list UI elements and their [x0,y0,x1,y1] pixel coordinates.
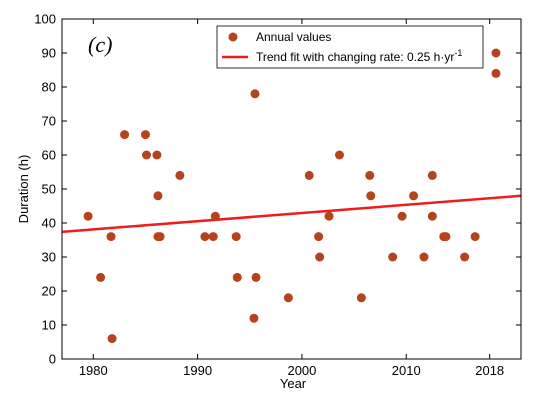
data-point [96,272,106,282]
legend-label-annual: Annual values [256,30,331,44]
data-point [120,130,130,140]
y-tick-label: 0 [49,352,56,367]
data-point [427,170,437,180]
y-tick-label: 30 [42,250,56,265]
data-point [251,272,261,282]
data-point [427,211,437,221]
x-tick-label: 2018 [475,363,504,378]
data-point [366,191,376,201]
data-point [491,68,501,78]
data-point [152,150,162,160]
x-tick-label: 2010 [392,363,421,378]
ticks-layer: 1980 1990 2000 2010 2018 0 10 20 30 40 50 60 70 80 90 1… [34,12,521,378]
data-point [388,252,398,262]
data-point [460,252,470,262]
data-point [83,211,93,221]
data-point [231,232,241,242]
points-layer [83,48,501,344]
data-point [250,89,260,99]
panel-label: (c) [88,32,112,57]
legend-marker-annual [228,32,238,42]
y-tick-label: 20 [42,284,56,299]
data-point [441,232,451,242]
y-tick-label: 10 [42,318,56,333]
data-point [208,232,218,242]
legend-label-trend: Trend fit with changing rate: 0.25 h·yr-… [256,48,462,64]
legend-label-trend-superscript: -1 [454,48,462,58]
data-point [314,232,324,242]
data-point [283,293,293,303]
data-point [419,252,429,262]
trend-line-layer [61,194,522,234]
data-point [470,232,480,242]
data-point [155,232,165,242]
data-point [334,150,344,160]
data-point [153,191,163,201]
data-point [232,272,242,282]
x-tick-label: 1990 [183,363,212,378]
data-point [210,211,220,221]
data-point [397,211,407,221]
legend: Annual values Trend fit with changing ra… [216,25,484,69]
data-point [304,170,314,180]
data-point [409,191,419,201]
y-tick-label: 100 [34,12,56,27]
data-point [141,150,151,160]
data-point [365,170,375,180]
data-point [106,232,116,242]
legend-box [216,25,484,69]
y-tick-label: 70 [42,114,56,129]
data-point [324,211,334,221]
x-tick-label: 2000 [287,363,316,378]
y-tick-label: 50 [42,182,56,197]
data-point [175,170,185,180]
data-point [140,130,150,140]
trend-line [61,194,522,234]
y-tick-label: 90 [42,46,56,61]
data-point [249,313,259,323]
x-tick-label: 1980 [79,363,108,378]
data-point [107,334,117,344]
x-axis-label: Year [280,376,307,391]
y-axis-label: Duration (h) [16,155,31,224]
y-tick-label: 60 [42,148,56,163]
y-tick-label: 80 [42,80,56,95]
data-point [356,293,366,303]
data-point [200,232,210,242]
legend-label-trend-text: Trend fit with changing rate: 0.25 h·yr [256,50,454,64]
data-point [315,252,325,262]
y-tick-label: 40 [42,216,56,231]
data-point [491,48,501,58]
